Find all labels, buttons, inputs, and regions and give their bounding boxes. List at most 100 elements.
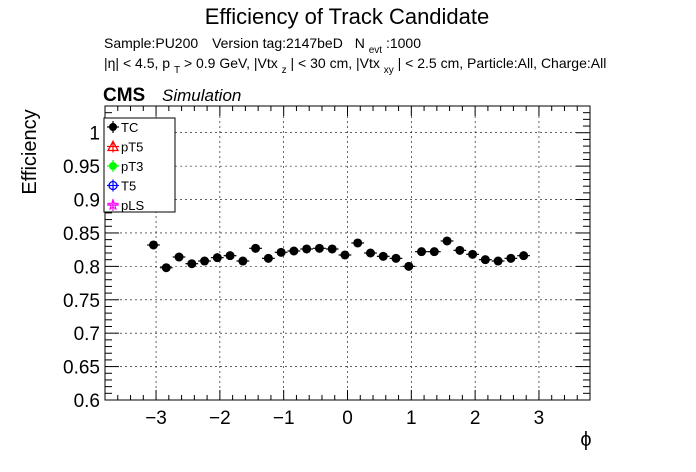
point-marker xyxy=(340,250,350,260)
point-marker xyxy=(417,247,427,257)
point-marker xyxy=(212,253,222,263)
y-tick-label: 1 xyxy=(89,124,100,145)
legend-entry-pls: pLS xyxy=(106,198,144,213)
data-point xyxy=(478,255,492,265)
data-point xyxy=(198,256,211,266)
legend-label: pT5 xyxy=(121,140,143,155)
y-axis-label: Efficiency xyxy=(19,109,41,194)
data-point xyxy=(249,243,262,253)
point-marker xyxy=(276,247,286,257)
ticks-layer: −3 −2 −1 0 1 2 3 0.6 0.65 0.7 0.75 0.8 0.85 0.9 0.95 1 xyxy=(63,106,590,429)
subtitle-line-2: |η| < 4.5, p T > 0.9 GeV, |Vtx z | < 30 … xyxy=(104,55,606,76)
data-point xyxy=(517,251,531,261)
data-points-layer xyxy=(147,236,531,273)
data-point xyxy=(466,249,479,259)
legend: TC pT5 pT3 T5 pLS xyxy=(103,117,176,213)
legend-label: T5 xyxy=(121,179,136,194)
point-marker xyxy=(174,252,184,262)
point-marker xyxy=(327,244,337,254)
subtitle-pt-sub: T xyxy=(174,65,180,76)
legend-marker-icon xyxy=(106,198,120,211)
data-point xyxy=(376,251,390,261)
data-point xyxy=(287,246,301,256)
data-point xyxy=(440,236,454,246)
x-tick-label: −2 xyxy=(209,408,231,429)
data-point xyxy=(159,263,173,273)
x-tick-label: −3 xyxy=(145,408,167,429)
y-tick-label: 0.9 xyxy=(74,191,100,212)
data-point xyxy=(338,250,352,260)
data-point xyxy=(236,256,250,266)
data-point xyxy=(210,253,224,263)
data-point xyxy=(389,253,403,263)
point-marker xyxy=(519,251,529,261)
subtitle-sample: Sample:PU200 xyxy=(104,35,198,51)
point-marker xyxy=(378,251,388,261)
subtitle-eta: |η| < 4.5, p xyxy=(104,55,170,71)
subtitle-n-sub: evt xyxy=(369,45,383,56)
x-tick-label: 3 xyxy=(534,408,545,429)
data-point xyxy=(351,238,365,248)
data-point xyxy=(325,244,339,254)
x-tick-label: 1 xyxy=(406,408,417,429)
legend-entry-tc: TC xyxy=(107,120,138,135)
point-marker xyxy=(365,248,375,258)
point-marker xyxy=(480,255,490,265)
data-point xyxy=(274,247,288,257)
point-marker xyxy=(187,259,197,269)
subtitle-pt-cut: > 0.9 GeV, |Vtx xyxy=(184,55,278,71)
subtitle-xy-sub: xy xyxy=(384,65,394,76)
subtitle-n-prefix: N xyxy=(355,35,365,51)
subtitle-version: Version tag:2147beD xyxy=(212,35,343,51)
data-point xyxy=(453,245,467,255)
data-point xyxy=(402,261,416,271)
data-point xyxy=(300,244,314,254)
cms-sublabel: Simulation xyxy=(162,86,241,105)
point-marker xyxy=(429,247,439,257)
data-point xyxy=(504,253,518,263)
legend-marker-icon xyxy=(106,140,120,152)
data-point xyxy=(415,247,428,257)
subtitle-n-value: :1000 xyxy=(386,35,421,51)
legend-label: TC xyxy=(121,120,138,135)
data-point xyxy=(223,251,237,261)
point-marker xyxy=(493,256,503,266)
subtitle-z-sub: z xyxy=(282,65,287,76)
x-tick-label: 2 xyxy=(470,408,481,429)
x-axis-label: ϕ xyxy=(580,429,591,451)
y-tick-label: 0.7 xyxy=(74,324,100,345)
cms-label: CMS xyxy=(103,85,145,106)
point-marker xyxy=(391,253,401,263)
data-point xyxy=(427,247,441,257)
legend-entry-t5: T5 xyxy=(107,179,136,194)
point-marker xyxy=(506,253,516,263)
data-point xyxy=(364,248,377,258)
point-marker xyxy=(263,253,273,263)
plot-frame xyxy=(104,105,591,401)
y-tick-label: 0.65 xyxy=(63,358,100,379)
subtitle-line-1: Sample:PU200 Version tag:2147beD N evt :… xyxy=(104,35,421,56)
x-tick-label: 0 xyxy=(342,408,353,429)
point-marker xyxy=(455,245,465,255)
legend-marker-icon xyxy=(108,180,118,191)
point-marker xyxy=(149,240,158,250)
point-marker xyxy=(302,244,312,254)
point-marker xyxy=(225,251,235,261)
data-point xyxy=(172,252,186,262)
legend-entry-pt5: pT5 xyxy=(106,140,143,155)
y-tick-label: 0.8 xyxy=(74,257,100,278)
data-point xyxy=(313,243,326,253)
y-tick-label: 0.85 xyxy=(63,224,100,245)
legend-marker-icon xyxy=(109,162,117,170)
legend-label: pLS xyxy=(121,198,144,213)
point-marker xyxy=(442,236,452,246)
point-marker xyxy=(161,263,171,273)
y-tick-label: 0.75 xyxy=(63,291,100,312)
y-tick-label: 0.95 xyxy=(63,157,100,178)
x-tick-label: −1 xyxy=(273,408,295,429)
data-point xyxy=(185,259,199,269)
y-tick-label: 0.6 xyxy=(74,391,100,412)
subtitle-rest: | < 2.5 cm, Particle:All, Charge:All xyxy=(398,55,607,71)
data-point xyxy=(261,253,275,263)
